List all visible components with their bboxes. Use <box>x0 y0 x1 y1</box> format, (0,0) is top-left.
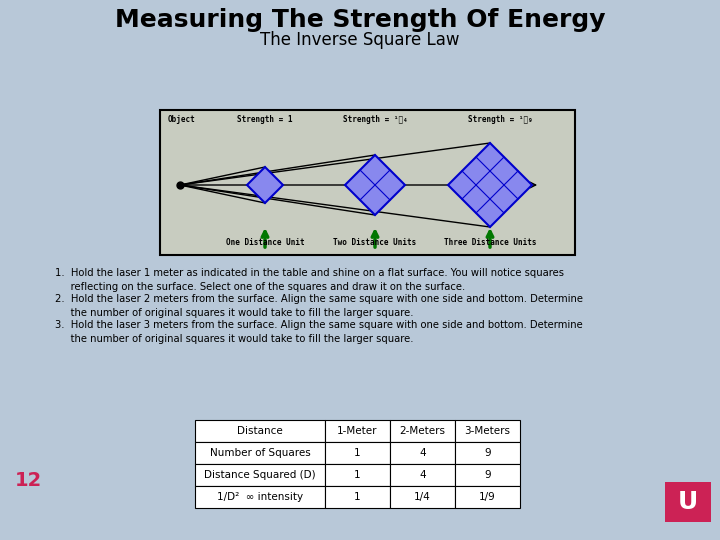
Bar <box>455 420 520 442</box>
Text: 3-Meters: 3-Meters <box>464 426 510 436</box>
Text: 2-Meters: 2-Meters <box>400 426 446 436</box>
Text: 1: 1 <box>354 470 361 480</box>
Text: The Inverse Square Law: The Inverse Square Law <box>260 31 460 49</box>
Polygon shape <box>448 143 532 227</box>
Bar <box>390 442 455 464</box>
Text: Two Distance Units: Two Distance Units <box>333 238 417 247</box>
Polygon shape <box>247 167 283 203</box>
Bar <box>390 420 455 442</box>
Text: 2.  Hold the laser 2 meters from the surface. Align the same square with one sid: 2. Hold the laser 2 meters from the surf… <box>55 294 583 318</box>
Text: 4: 4 <box>419 470 426 480</box>
Bar <box>390 486 455 508</box>
Text: 1: 1 <box>354 492 361 502</box>
Text: 1-Meter: 1-Meter <box>337 426 378 436</box>
Polygon shape <box>345 155 405 215</box>
Text: U: U <box>678 490 698 514</box>
Bar <box>455 442 520 464</box>
Text: 1: 1 <box>354 448 361 458</box>
Bar <box>455 464 520 486</box>
Text: Number of Squares: Number of Squares <box>210 448 310 458</box>
Text: Distance Squared (D): Distance Squared (D) <box>204 470 316 480</box>
Bar <box>195 464 325 486</box>
Bar <box>325 464 390 486</box>
Bar <box>390 464 455 486</box>
Text: 4: 4 <box>419 448 426 458</box>
Text: Measuring The Strength Of Energy: Measuring The Strength Of Energy <box>114 8 606 32</box>
Bar <box>665 482 711 522</box>
Bar <box>325 420 390 442</box>
Text: Object: Object <box>168 116 196 125</box>
Text: One Distance Unit: One Distance Unit <box>225 238 305 247</box>
Text: 1/4: 1/4 <box>414 492 431 502</box>
Text: 3.  Hold the laser 3 meters from the surface. Align the same square with one sid: 3. Hold the laser 3 meters from the surf… <box>55 320 582 344</box>
Text: 12: 12 <box>14 470 42 489</box>
Text: 1.  Hold the laser 1 meter as indicated in the table and shine on a flat surface: 1. Hold the laser 1 meter as indicated i… <box>55 268 564 292</box>
Text: Strength = ¹⁄₄: Strength = ¹⁄₄ <box>343 116 408 125</box>
Text: Distance: Distance <box>237 426 283 436</box>
Bar <box>195 486 325 508</box>
Bar <box>195 442 325 464</box>
Text: 9: 9 <box>484 470 491 480</box>
Bar <box>160 110 575 255</box>
Bar <box>455 486 520 508</box>
Bar <box>195 420 325 442</box>
Bar <box>325 442 390 464</box>
Text: 1/D²  ∞ intensity: 1/D² ∞ intensity <box>217 492 303 502</box>
Text: 1/9: 1/9 <box>479 492 496 502</box>
Text: Strength = ¹⁄₉: Strength = ¹⁄₉ <box>467 116 532 125</box>
Text: Three Distance Units: Three Distance Units <box>444 238 536 247</box>
Text: 9: 9 <box>484 448 491 458</box>
Bar <box>325 486 390 508</box>
Text: Strength = 1: Strength = 1 <box>238 116 293 125</box>
